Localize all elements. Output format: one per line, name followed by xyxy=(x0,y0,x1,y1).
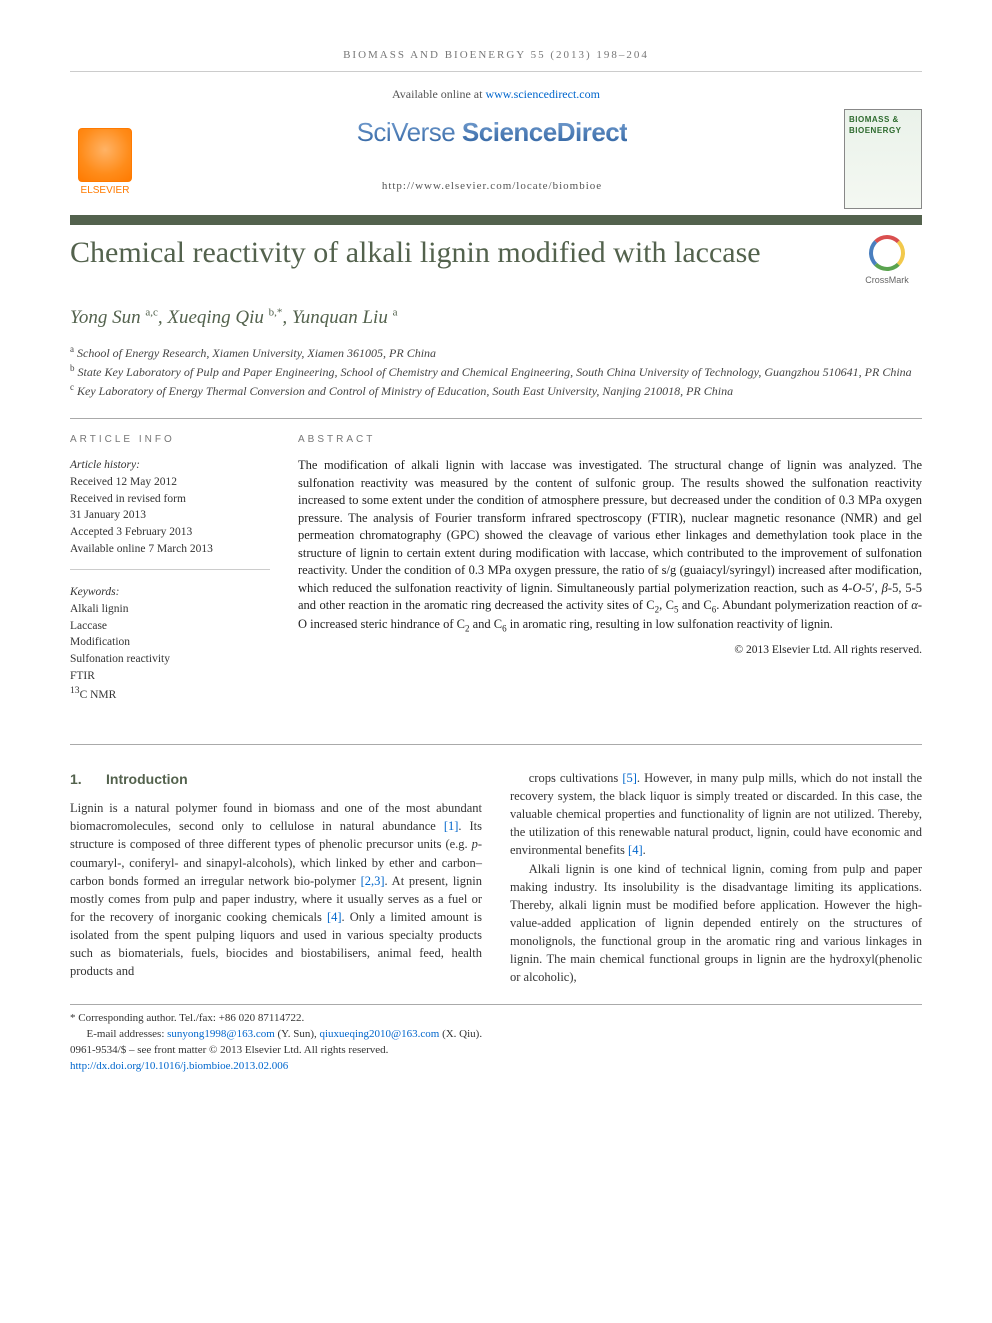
affiliations-block: a School of Energy Research, Xiamen Univ… xyxy=(70,343,922,400)
email-link-1[interactable]: sunyong1998@163.com xyxy=(167,1028,275,1040)
article-info-column: ARTICLE INFO Article history: Received 1… xyxy=(70,433,270,730)
crossmark-ring-icon xyxy=(869,235,905,271)
keyword-item: FTIR xyxy=(70,668,270,685)
email-who-1: (Y. Sun), xyxy=(275,1028,320,1040)
available-prefix: Available online at xyxy=(392,87,485,101)
sciverse-sciencedirect-logo: SciVerse ScienceDirect xyxy=(357,117,628,147)
title-band: Chemical reactivity of alkali lignin mod… xyxy=(70,215,922,287)
journal-locate-url: http://www.elsevier.com/locate/biombioe xyxy=(140,179,844,194)
history-line: 31 January 2013 xyxy=(70,507,270,524)
article-info-heading: ARTICLE INFO xyxy=(70,433,270,447)
emails-label: E-mail addresses: xyxy=(87,1028,168,1040)
issn-line: 0961-9534/$ – see front matter © 2013 El… xyxy=(70,1043,922,1059)
corresponding-author: * Corresponding author. Tel./fax: +86 02… xyxy=(70,1011,922,1027)
section-title: Introduction xyxy=(106,771,188,787)
body-paragraph: Lignin is a natural polymer found in bio… xyxy=(70,799,482,980)
abstract-heading: ABSTRACT xyxy=(298,433,922,447)
elsevier-tree-icon xyxy=(78,128,132,182)
doi-line: http://dx.doi.org/10.1016/j.biombioe.201… xyxy=(70,1059,922,1075)
abstract-column: ABSTRACT The modification of alkali lign… xyxy=(298,433,922,730)
history-line: Available online 7 March 2013 xyxy=(70,541,270,558)
reference-link[interactable]: [5] xyxy=(622,771,637,785)
keyword-item: Modification xyxy=(70,634,270,651)
elsevier-logo: ELSEVIER xyxy=(70,120,140,198)
history-line: Received 12 May 2012 xyxy=(70,474,270,491)
body-paragraph: crops cultivations [5]. However, in many… xyxy=(510,769,922,860)
keywords-label: Keywords: xyxy=(70,584,270,601)
reference-link[interactable]: [4] xyxy=(628,843,643,857)
crossmark-badge[interactable]: CrossMark xyxy=(852,235,922,287)
crossmark-label: CrossMark xyxy=(865,274,909,287)
email-link-2[interactable]: qiuxueqing2010@163.com xyxy=(320,1028,440,1040)
authors-line: Yong Sun a,c, Xueqing Qiu b,*, Yunquan L… xyxy=(70,305,922,332)
reference-link[interactable]: [2,3] xyxy=(361,874,385,888)
available-online-row: Available online at www.sciencedirect.co… xyxy=(70,86,922,103)
reference-link[interactable]: [4] xyxy=(327,910,342,924)
emails-line: E-mail addresses: sunyong1998@163.com (Y… xyxy=(70,1027,922,1043)
keywords-block: Keywords: Alkali ligninLaccaseModificati… xyxy=(70,584,270,716)
history-line: Received in revised form xyxy=(70,491,270,508)
keyword-item: Laccase xyxy=(70,618,270,635)
history-line: Accepted 3 February 2013 xyxy=(70,524,270,541)
footer-block: * Corresponding author. Tel./fax: +86 02… xyxy=(70,1004,922,1075)
brand-sciverse: SciVerse xyxy=(357,117,456,147)
elsevier-label: ELSEVIER xyxy=(81,184,130,198)
brand-row: ELSEVIER SciVerse ScienceDirect http://w… xyxy=(70,109,922,209)
reference-link[interactable]: [1] xyxy=(444,819,459,833)
body-two-columns: 1.Introduction Lignin is a natural polym… xyxy=(70,769,922,987)
section-heading-introduction: 1.Introduction xyxy=(70,769,482,789)
body-paragraph: Alkali lignin is one kind of technical l… xyxy=(510,860,922,987)
journal-cover-title: BIOMASS & BIOENERGY xyxy=(849,114,917,136)
sciencedirect-link[interactable]: www.sciencedirect.com xyxy=(485,87,600,101)
doi-link[interactable]: http://dx.doi.org/10.1016/j.biombioe.201… xyxy=(70,1060,288,1072)
article-title: Chemical reactivity of alkali lignin mod… xyxy=(70,235,852,271)
keyword-item: Sulfonation reactivity xyxy=(70,651,270,668)
history-label: Article history: xyxy=(70,457,270,474)
article-history-block: Article history: Received 12 May 2012Rec… xyxy=(70,457,270,570)
info-abstract-row: ARTICLE INFO Article history: Received 1… xyxy=(70,418,922,745)
section-number: 1. xyxy=(70,769,106,789)
journal-cover-thumbnail: BIOMASS & BIOENERGY xyxy=(844,109,922,209)
keyword-item: 13C NMR xyxy=(70,684,270,704)
abstract-copyright: © 2013 Elsevier Ltd. All rights reserved… xyxy=(298,642,922,658)
running-header: BIOMASS AND BIOENERGY 55 (2013) 198–204 xyxy=(70,40,922,72)
keyword-item: Alkali lignin xyxy=(70,601,270,618)
email-who-2: (X. Qiu). xyxy=(439,1028,482,1040)
abstract-text: The modification of alkali lignin with l… xyxy=(298,457,922,635)
brand-sciencedirect: ScienceDirect xyxy=(462,117,627,147)
